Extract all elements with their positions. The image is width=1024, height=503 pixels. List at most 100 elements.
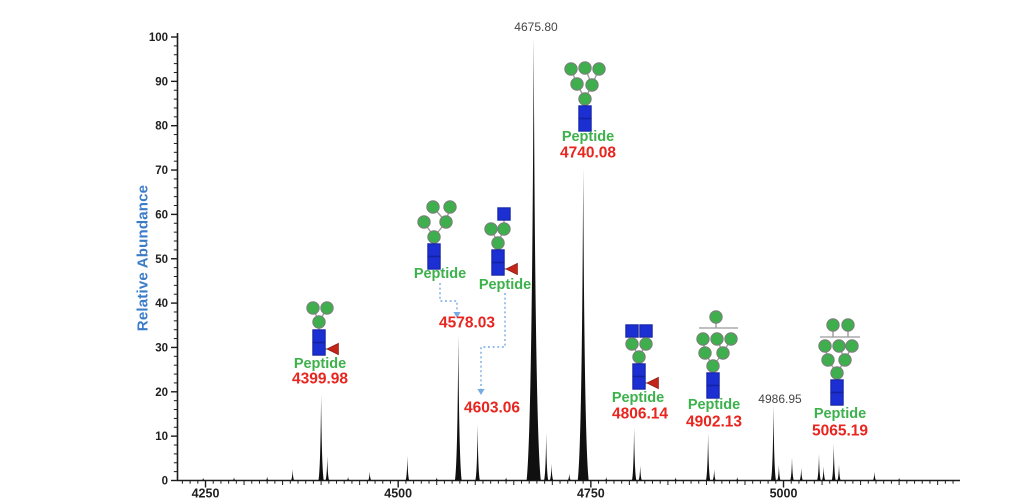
glycopeptide-mass-label: 4806.14 bbox=[612, 406, 668, 423]
mannose-icon bbox=[698, 346, 712, 360]
mannose-icon bbox=[312, 315, 326, 329]
peptide-label: Peptide bbox=[414, 266, 466, 282]
glcnac-icon bbox=[578, 118, 592, 132]
y-tick-label: 30 bbox=[155, 342, 168, 354]
mannose-icon bbox=[632, 350, 646, 364]
glcnac-icon bbox=[830, 379, 844, 393]
glcnac-icon bbox=[312, 342, 326, 356]
y-tick-label: 70 bbox=[155, 165, 168, 177]
mannose-icon bbox=[443, 200, 457, 214]
glycopeptide-mass-label: 4399.98 bbox=[292, 371, 348, 388]
peptide-label: Peptide bbox=[688, 397, 740, 413]
fucose-icon bbox=[505, 262, 518, 276]
mannose-icon bbox=[592, 62, 606, 76]
peptide-label: Peptide bbox=[612, 390, 664, 406]
y-axis-title: Relative Abundance bbox=[134, 184, 152, 332]
glcnac-icon bbox=[625, 324, 639, 338]
y-tick-label: 90 bbox=[155, 76, 168, 88]
mannose-icon bbox=[821, 353, 835, 367]
glcnac-icon bbox=[706, 372, 720, 386]
assignment-arrowhead bbox=[453, 312, 461, 318]
mannose-icon bbox=[578, 61, 592, 75]
y-axis-ticks: 0 10 20 30 40 50 60 70 80 90 100 bbox=[149, 32, 177, 488]
y-tick-label: 20 bbox=[155, 387, 168, 399]
mannose-icon bbox=[306, 301, 320, 315]
glcnac-icon bbox=[639, 324, 653, 338]
glcnac-icon bbox=[632, 376, 646, 390]
peptide-label: Peptide bbox=[814, 406, 866, 422]
glcnac-icon bbox=[578, 105, 592, 119]
assignment-arrow bbox=[439, 283, 458, 312]
peak-mass-label: 4986.95 bbox=[758, 392, 802, 406]
x-tick-label: 4750 bbox=[577, 487, 605, 501]
mannose-icon bbox=[484, 222, 498, 236]
mannose-icon bbox=[838, 353, 852, 367]
glycopeptide-mass-label: 4740.08 bbox=[560, 145, 616, 162]
peptide-label: Peptide bbox=[294, 356, 346, 372]
mannose-icon bbox=[826, 318, 840, 332]
mannose-icon bbox=[320, 301, 334, 315]
mannose-icon bbox=[696, 332, 710, 346]
peptide-label: Peptide bbox=[479, 277, 531, 293]
glcnac-icon bbox=[491, 249, 505, 263]
glycan-structure-man6-glycan bbox=[564, 61, 606, 132]
mannose-icon bbox=[570, 77, 584, 91]
mannose-icon bbox=[491, 236, 505, 250]
assignment-arrowhead bbox=[477, 389, 485, 395]
glycan-structure-man7-glycan bbox=[696, 310, 738, 399]
glycopeptide-annotation-4578.03: Peptide 4578.03 bbox=[414, 200, 495, 332]
glcnac-icon bbox=[632, 363, 646, 377]
glycopeptide-mass-label: 4603.06 bbox=[464, 400, 520, 417]
mannose-icon bbox=[585, 78, 599, 92]
y-tick-label: 50 bbox=[155, 254, 168, 266]
x-tick-label: 4250 bbox=[192, 487, 220, 501]
mannose-icon bbox=[625, 337, 639, 351]
glycan-structure-man5-glycan bbox=[417, 200, 457, 270]
mannose-icon bbox=[724, 332, 738, 346]
mannose-icon bbox=[832, 339, 846, 353]
mannose-icon bbox=[497, 222, 511, 236]
glycan-structure-g0f-biantennary-fucose-glycan bbox=[625, 324, 659, 390]
mannose-icon bbox=[439, 215, 453, 229]
mannose-icon bbox=[845, 339, 859, 353]
y-tick-label: 10 bbox=[155, 431, 168, 443]
fucose-icon bbox=[326, 342, 339, 356]
mannose-icon bbox=[417, 215, 431, 229]
mannose-icon bbox=[841, 318, 855, 332]
y-tick-label: 80 bbox=[155, 121, 168, 133]
glcnac-icon bbox=[491, 262, 505, 276]
glycan-structure-man3-core-fucose-glycan bbox=[306, 301, 339, 356]
glycan-structure-man3-glcnac-fucose-glycan bbox=[484, 207, 518, 276]
mannose-icon bbox=[706, 359, 720, 373]
mannose-icon bbox=[716, 346, 730, 360]
x-tick-label: 4500 bbox=[384, 487, 412, 501]
mannose-icon bbox=[710, 332, 724, 346]
glcnac-icon bbox=[427, 243, 441, 257]
mannose-icon bbox=[818, 339, 832, 353]
glycan-structure-man8-glycan bbox=[818, 318, 860, 406]
glycopeptide-mass-label: 5065.19 bbox=[812, 423, 868, 440]
glycopeptide-mass-label: 4578.03 bbox=[439, 315, 495, 332]
mannose-icon bbox=[427, 230, 441, 244]
fucose-icon bbox=[646, 376, 659, 390]
mannose-icon bbox=[639, 337, 653, 351]
y-tick-label: 40 bbox=[155, 298, 168, 310]
mannose-icon bbox=[426, 200, 440, 214]
y-tick-label: 60 bbox=[155, 209, 168, 221]
glycopeptide-mass-label: 4902.13 bbox=[686, 414, 742, 431]
y-tick-label: 100 bbox=[149, 32, 168, 44]
peptide-label: Peptide bbox=[562, 129, 614, 145]
mannose-icon bbox=[564, 62, 578, 76]
glcnac-icon bbox=[497, 207, 511, 221]
mannose-icon bbox=[830, 366, 844, 380]
glcnac-icon bbox=[427, 256, 441, 270]
glcnac-icon bbox=[706, 385, 720, 399]
x-axis-ticks: 4250 4500 4750 5000 bbox=[181, 480, 954, 501]
